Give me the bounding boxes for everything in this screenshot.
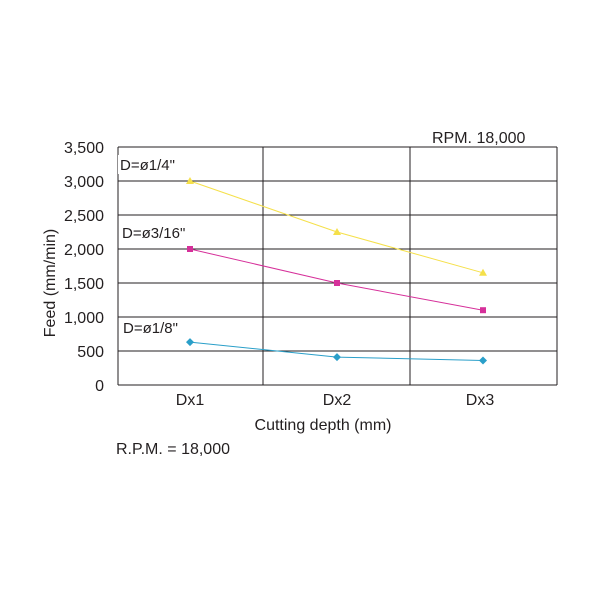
data-point bbox=[186, 338, 194, 347]
y-axis-ticks: 0 500 1,000 1,500 2,000 2,500 3,000 3,500 bbox=[64, 140, 104, 395]
y-tick-label: 500 bbox=[77, 344, 104, 361]
data-point bbox=[186, 177, 194, 184]
y-tick-label: 2,000 bbox=[64, 242, 104, 259]
x-axis-ticks: Dx1 Dx2 Dx3 bbox=[176, 392, 495, 409]
y-tick-label: 3,500 bbox=[64, 140, 104, 157]
series-label-bg bbox=[118, 155, 188, 174]
y-tick-label: 1,500 bbox=[64, 276, 104, 293]
series-label-bg bbox=[121, 318, 191, 337]
y-axis-label: Feed (mm/min) bbox=[42, 229, 59, 337]
annotation-rpm-top: RPM. 18,000 bbox=[432, 130, 525, 147]
data-point bbox=[333, 228, 341, 235]
y-tick-label: 3,000 bbox=[64, 174, 104, 191]
series-label: D=ø1/4" bbox=[120, 157, 175, 174]
x-tick-label: Dx2 bbox=[323, 392, 352, 409]
series-line-1 bbox=[189, 248, 484, 311]
x-tick-label: Dx3 bbox=[466, 392, 495, 409]
chart-grid bbox=[117, 146, 558, 386]
series-label: D=ø1/8" bbox=[123, 320, 178, 337]
y-tick-label: 2,500 bbox=[64, 208, 104, 225]
series-label: D=ø3/16" bbox=[122, 225, 185, 242]
x-axis-label: Cutting depth (mm) bbox=[255, 417, 392, 434]
data-point bbox=[333, 353, 341, 362]
data-point bbox=[334, 280, 340, 286]
data-point bbox=[187, 246, 193, 252]
footer-rpm-note: R.P.M. = 18,000 bbox=[116, 441, 230, 458]
series-labels: D=ø1/4" D=ø3/16" D=ø1/8" bbox=[118, 155, 191, 337]
series-layer bbox=[186, 177, 487, 365]
data-point bbox=[479, 356, 487, 365]
data-point bbox=[479, 268, 487, 276]
y-tick-label: 0 bbox=[95, 378, 104, 395]
y-tick-label: 1,000 bbox=[64, 310, 104, 327]
data-point bbox=[480, 307, 486, 314]
x-tick-label: Dx1 bbox=[176, 392, 205, 409]
series-label-bg bbox=[120, 223, 190, 242]
